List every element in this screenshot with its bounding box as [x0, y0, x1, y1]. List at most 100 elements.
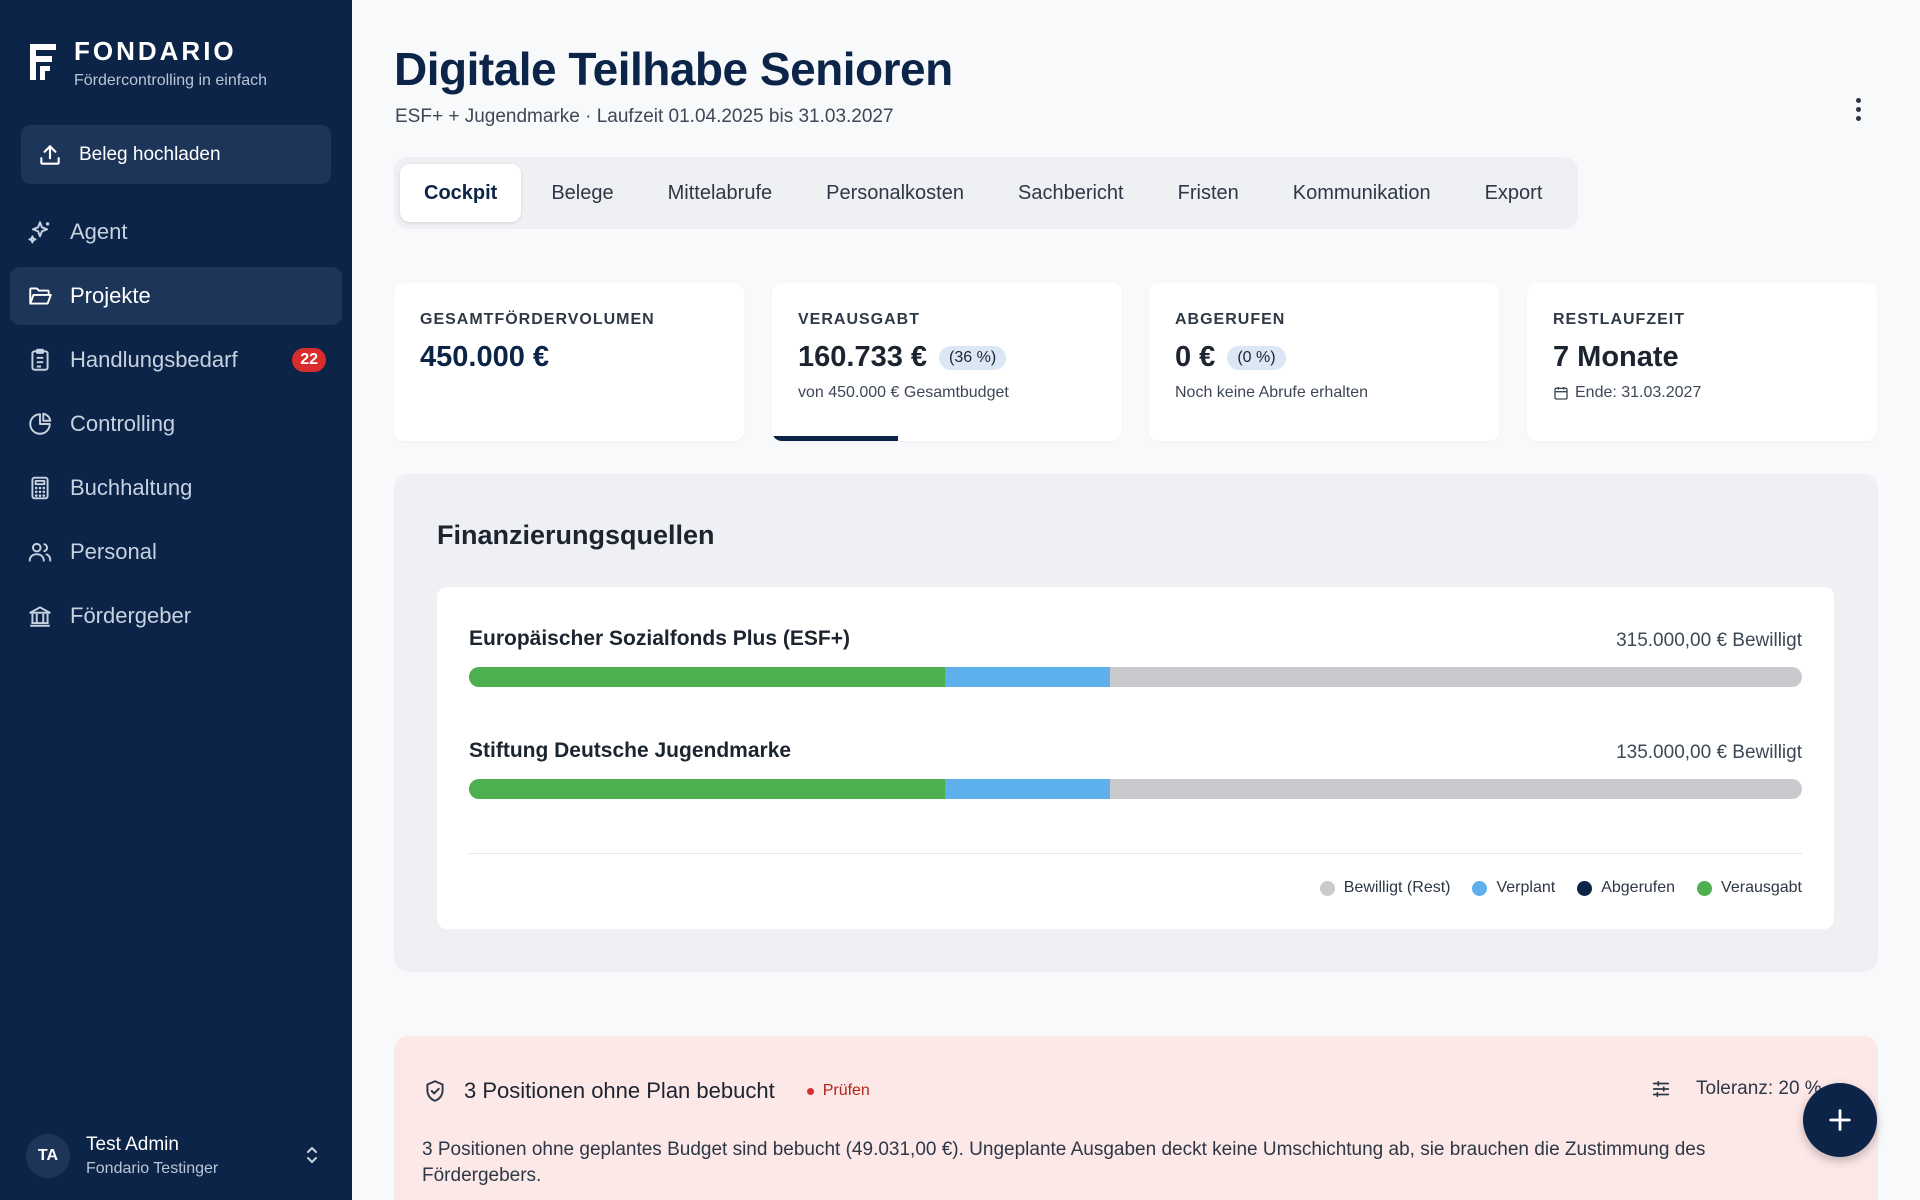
sidebar-item-label: Projekte: [70, 283, 151, 308]
funding-progress-bar: [469, 667, 1802, 687]
bank-icon: [29, 606, 51, 627]
spent-segment: [469, 779, 945, 799]
kpi-value-text: 0 €: [1175, 341, 1216, 373]
sidebar-item-label: Agent: [70, 219, 128, 244]
kpi-progress-bar: [772, 436, 898, 441]
status-label: Prüfen: [822, 1082, 870, 1099]
user-org: Fondario Testinger: [86, 1160, 219, 1177]
brand-tagline: Fördercontrolling in einfach: [74, 72, 267, 89]
more-options-icon[interactable]: [1846, 98, 1870, 128]
planned-segment: [944, 779, 1111, 799]
user-name: Test Admin: [86, 1134, 179, 1155]
brand-name: FONDARIO: [74, 36, 237, 66]
chart-legend: Bewilligt (Rest) Verplant Abgerufen Vera…: [1298, 879, 1802, 897]
divider: [469, 853, 1802, 854]
legend-item: Abgerufen: [1577, 879, 1675, 897]
kpi-card-total: GESAMTFÖRDERVOLUMEN 450.000 €: [394, 283, 744, 441]
tolerance-label: Toleranz: 20 %: [1696, 1078, 1822, 1099]
financing-card: Europäischer Sozialfonds Plus (ESF+) 315…: [437, 587, 1834, 929]
shield-check-icon: [426, 1080, 444, 1102]
kpi-value-text: 160.733 €: [798, 341, 928, 373]
tab-fristen[interactable]: Fristen: [1177, 181, 1239, 204]
planned-segment: [944, 667, 1111, 687]
tab-personalkosten[interactable]: Personalkosten: [826, 181, 964, 204]
source-name: Stiftung Deutsche Jugendmarke: [469, 739, 792, 762]
add-button[interactable]: [1803, 1083, 1877, 1157]
percent-pill: (36 %): [939, 345, 1007, 370]
kpi-value: 0 € (0 %): [1175, 341, 1473, 374]
alert-description: 3 Positionen ohne geplantes Budget sind …: [422, 1139, 1706, 1186]
percent-pill: (0 %): [1227, 345, 1286, 370]
legend-label: Abgerufen: [1601, 879, 1676, 896]
plus-icon: [1829, 1109, 1851, 1131]
kpi-card-called: ABGERUFEN 0 € (0 %) Noch keine Abrufe er…: [1149, 283, 1499, 441]
folder-open-icon: [29, 287, 52, 305]
tab-belege[interactable]: Belege: [551, 181, 614, 204]
legend-item: Verplant: [1472, 879, 1555, 897]
kpi-note: Noch keine Abrufe erhalten: [1175, 384, 1369, 401]
funding-progress-bar: [469, 779, 1802, 799]
funding-source-jugendmarke[interactable]: Stiftung Deutsche Jugendmarke 135.000,00…: [469, 739, 1802, 799]
sidebar-item-foerdergeber[interactable]: Fördergeber: [10, 587, 342, 645]
status-dot: [806, 1087, 814, 1095]
kpi-note: von 450.000 € Gesamtbudget: [798, 384, 1009, 401]
upload-icon: [40, 144, 60, 165]
sidebar-item-label: Buchhaltung: [70, 475, 193, 500]
sliders-icon: [1652, 1080, 1670, 1098]
tab-export[interactable]: Export: [1484, 181, 1543, 204]
tab-kommunikation[interactable]: Kommunikation: [1292, 181, 1431, 204]
alert-title: 3 Positionen ohne Plan bebucht: [464, 1078, 775, 1103]
legend-dot: [1472, 880, 1488, 896]
end-date: Ende: 31.03.2027: [1575, 384, 1702, 401]
legend-label: Verplant: [1496, 879, 1556, 896]
page-subtitle: ESF+ + Jugendmarke · Laufzeit 01.04.2025…: [395, 106, 894, 127]
kpi-value: 450.000 €: [420, 341, 718, 374]
main-nav: Agent Projekte Handlungsbedarf 22 Contro…: [10, 203, 342, 651]
kpi-label: VERAUSGABT: [798, 311, 921, 328]
kpi-card-remaining: RESTLAUFZEIT 7 Monate Ende: 31.03.2027: [1527, 283, 1877, 441]
legend-dot: [1577, 880, 1593, 896]
notification-badge: 22: [292, 348, 326, 372]
sidebar-item-projekte[interactable]: Projekte: [10, 267, 342, 325]
sidebar-item-buchhaltung[interactable]: Buchhaltung: [10, 459, 342, 517]
page-title: Digitale Teilhabe Senioren: [394, 43, 953, 95]
sparkles-icon: [28, 221, 50, 244]
sidebar-item-label: Controlling: [70, 411, 176, 436]
tab-sachbericht[interactable]: Sachbericht: [1018, 181, 1124, 204]
alert-header: 3 Positionen ohne Plan bebucht Prüfen: [422, 1078, 870, 1104]
sidebar-item-controlling[interactable]: Controlling: [10, 395, 342, 453]
upload-receipt-button[interactable]: Beleg hochladen: [21, 125, 331, 184]
fondario-logo-icon: [30, 44, 56, 80]
kpi-label: RESTLAUFZEIT: [1553, 311, 1685, 328]
calculator-icon: [31, 476, 49, 500]
tab-cockpit[interactable]: Cockpit: [400, 164, 522, 222]
clipboard-list-icon: [31, 348, 49, 371]
spent-segment: [469, 667, 945, 687]
sidebar-item-personal[interactable]: Personal: [10, 523, 342, 581]
source-amount: 135.000,00 € Bewilligt: [1616, 742, 1802, 763]
chevron-up-down-icon[interactable]: [302, 1144, 322, 1166]
funding-source-esf[interactable]: Europäischer Sozialfonds Plus (ESF+) 315…: [469, 627, 1802, 687]
sidebar-item-handlungsbedarf[interactable]: Handlungsbedarf 22: [10, 331, 342, 389]
legend-label: Verausgabt: [1721, 879, 1802, 896]
status-badge: Prüfen: [806, 1082, 870, 1100]
sidebar-item-agent[interactable]: Agent: [10, 203, 342, 261]
brand[interactable]: FONDARIO Fördercontrolling in einfach: [28, 36, 267, 90]
kpi-value-text: 7 Monate: [1553, 341, 1679, 373]
kpi-label: ABGERUFEN: [1175, 311, 1286, 328]
kpi-value-text: 450.000 €: [420, 341, 550, 373]
legend-dot: [1697, 880, 1713, 896]
users-icon: [28, 542, 52, 562]
pie-chart-icon: [29, 412, 52, 435]
legend-item: Verausgabt: [1697, 879, 1802, 897]
tab-mittelabrufe[interactable]: Mittelabrufe: [667, 181, 773, 204]
legend-label: Bewilligt (Rest): [1343, 879, 1451, 896]
tolerance-setting[interactable]: Toleranz: 20 %: [1650, 1078, 1822, 1100]
kpi-label: GESAMTFÖRDERVOLUMEN: [420, 311, 655, 328]
upload-receipt-label: Beleg hochladen: [79, 143, 221, 165]
project-tabs: Cockpit Belege Mittelabrufe Personalkost…: [394, 157, 1579, 229]
legend-dot: [1319, 880, 1335, 896]
user-menu[interactable]: TA Test Admin Fondario Testinger: [26, 1130, 326, 1182]
kpi-note: Ende: 31.03.2027: [1553, 384, 1851, 402]
kpi-card-spent: VERAUSGABT 160.733 € (36 %) von 450.000 …: [772, 283, 1122, 441]
